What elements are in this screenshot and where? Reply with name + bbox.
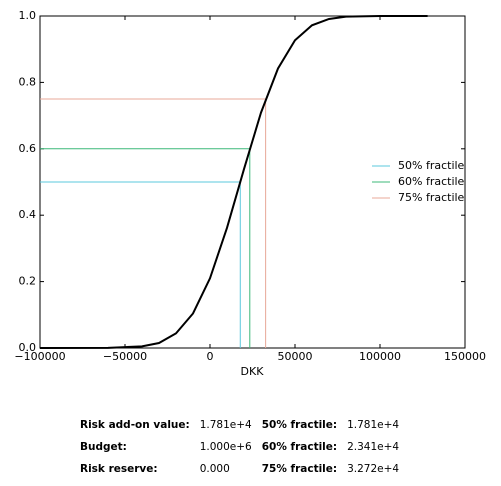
y-tick-label: 0.8 <box>19 75 37 88</box>
x-tick-label: 50000 <box>278 350 313 363</box>
field-label: 60% fractile: <box>261 441 338 453</box>
legend-label: 60% fractile <box>398 175 465 188</box>
table-row: Risk add-on value: 1.781e+4 50% fractile: 1… <box>76 414 405 436</box>
field-value: 1.000e+6 <box>199 441 252 453</box>
x-tick-label: −100000 <box>14 350 65 363</box>
field-label: Risk add-on value: <box>80 419 190 431</box>
table-row: Budget: 1.000e+6 60% fractile: 2.341e+4 <box>76 436 405 458</box>
x-tick-label: 0 <box>207 350 214 363</box>
y-tick-label: 0.0 <box>19 341 37 354</box>
x-tick-label: 150000 <box>444 350 486 363</box>
field-value: 1.781e+4 <box>199 419 252 431</box>
x-tick-label: −50000 <box>103 350 147 363</box>
summary-table: Risk add-on value: 1.781e+4 50% fractile: 1… <box>76 414 405 480</box>
x-tick-label: 100000 <box>359 350 401 363</box>
y-tick-label: 0.6 <box>19 142 37 155</box>
field-label: 75% fractile: <box>261 463 338 475</box>
y-tick-label: 0.2 <box>19 275 37 288</box>
field-value: 3.272e+4 <box>347 463 400 475</box>
table-row: Risk reserve: 0.000 75% fractile: 3.272e+4 <box>76 458 405 480</box>
legend-label: 75% fractile <box>398 191 465 204</box>
field-label: 50% fractile: <box>261 419 338 431</box>
field-value: 0.000 <box>199 463 230 475</box>
y-tick-label: 0.4 <box>19 208 37 221</box>
field-label: Risk reserve: <box>80 463 158 475</box>
field-value: 2.341e+4 <box>347 441 400 453</box>
field-label: Budget: <box>80 441 127 453</box>
field-value: 1.781e+4 <box>347 419 400 431</box>
x-axis-label: DKK <box>241 365 265 378</box>
cdf-line <box>39 15 428 349</box>
legend-label: 50% fractile <box>398 159 465 172</box>
chart: DKK −100000 −50000 0 50000 100000 150000 0.0 0.… <box>14 9 486 378</box>
y-tick-label: 1.0 <box>19 9 37 22</box>
